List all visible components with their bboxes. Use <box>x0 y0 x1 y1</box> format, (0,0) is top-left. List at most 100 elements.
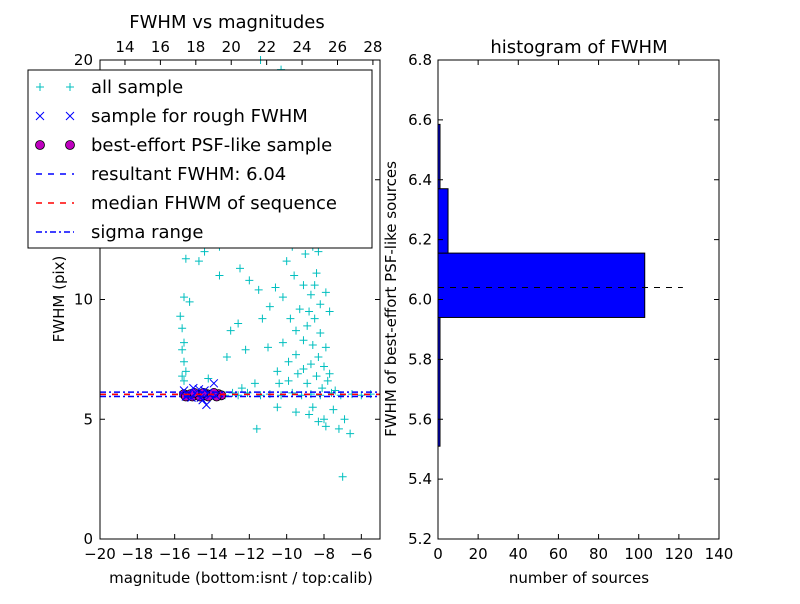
legend-label: sample for rough FWHM <box>91 106 308 127</box>
all-sample-point <box>226 326 235 335</box>
all-sample-point <box>290 271 299 280</box>
all-sample-point <box>252 424 261 433</box>
all-sample-point <box>215 271 224 280</box>
all-sample-point <box>295 305 304 314</box>
all-sample-point <box>194 257 203 266</box>
rough-sample-point <box>200 386 209 395</box>
all-sample-point <box>320 415 328 424</box>
all-sample-point <box>321 288 330 297</box>
all-sample-point <box>292 326 300 335</box>
all-sample-point <box>284 376 293 385</box>
legend-marker <box>35 111 45 121</box>
histogram-x-tick-label: 120 <box>665 545 694 563</box>
all-sample-point <box>245 276 254 285</box>
all-sample-point <box>292 350 300 359</box>
all-sample-point <box>321 343 330 352</box>
histogram-x-tick-label: 0 <box>433 545 443 563</box>
all-sample-point <box>185 297 194 306</box>
histogram-title: histogram of FWHM <box>490 37 667 58</box>
all-sample-point <box>314 247 323 256</box>
histogram-x-tick-label: 80 <box>589 545 608 563</box>
y-tick-label: 20 <box>74 51 93 69</box>
all-sample-point <box>312 372 321 381</box>
rough-sample-point <box>179 386 189 395</box>
all-sample-point <box>250 379 259 388</box>
all-sample-point <box>275 379 284 388</box>
legend-box <box>27 69 373 249</box>
all-sample-point <box>325 307 334 316</box>
all-sample-point <box>236 264 244 273</box>
legend-marker <box>35 140 45 150</box>
top-x-tick-label: 16 <box>151 38 170 56</box>
histogram-y-tick-label: 5.2 <box>408 530 432 548</box>
all-sample-point <box>271 283 280 292</box>
all-sample-point <box>293 369 302 378</box>
all-sample-point <box>180 376 188 385</box>
all-sample-point <box>299 364 308 373</box>
all-sample-point <box>308 403 317 412</box>
histogram-y-tick-label: 6.6 <box>408 111 432 129</box>
histogram-y-tick-label: 6.0 <box>408 291 432 309</box>
legend-label: sigma range <box>91 222 203 243</box>
all-sample-point <box>234 319 243 328</box>
x-tick-label: −6 <box>350 545 372 563</box>
all-sample-point <box>273 403 282 412</box>
x-tick-label: −18 <box>122 545 154 563</box>
rough-sample-point <box>198 395 208 405</box>
legend-label: resultant FWHM: 6.04 <box>91 164 286 185</box>
top-x-tick-label: 26 <box>328 38 347 56</box>
top-x-tick-label: 28 <box>363 38 382 56</box>
y-axis-label: FWHM (pix) <box>50 256 68 343</box>
legend: all sample sample for rough FWHM best-effo… <box>27 69 373 249</box>
all-sample-point <box>237 384 246 393</box>
histogram-chart: histogram of FWHM 0 20 40 60 80 100 120 140 5.2 5… <box>382 37 733 587</box>
rough-sample-point <box>209 378 219 388</box>
all-sample-point <box>334 424 343 433</box>
legend-label: best-effort PSF-like sample <box>91 135 332 156</box>
top-x-tick-label: 20 <box>222 38 241 56</box>
legend-label: all sample <box>91 77 183 98</box>
histogram-y-tick-label: 6.4 <box>408 171 432 189</box>
all-sample-point <box>323 376 332 385</box>
histogram-bars <box>437 123 683 447</box>
x-tick-label: −8 <box>313 545 335 563</box>
rough-sample-point <box>202 400 211 410</box>
all-sample-point <box>180 338 188 347</box>
all-sample-point <box>299 336 308 345</box>
histogram-x-tick-label: 60 <box>549 545 568 563</box>
all-sample-point <box>200 247 209 256</box>
all-sample-point <box>305 410 314 419</box>
rough-sample-point <box>188 383 198 393</box>
histogram-y-tick-label: 5.4 <box>408 470 432 488</box>
y-tick-label: 0 <box>83 530 93 548</box>
all-sample-point <box>284 357 293 366</box>
histogram-x-tick-label: 100 <box>624 545 653 563</box>
all-sample-point <box>178 345 187 354</box>
legend-marker <box>65 140 75 150</box>
all-sample-point <box>292 408 300 417</box>
all-sample-point <box>234 391 243 400</box>
scatter-axes: −20−18−16−14−12−10−8−6051015201416182022… <box>74 38 383 563</box>
x-axis-label: magnitude (bottom:isnt / top:calib) <box>109 569 373 587</box>
all-sample-point <box>306 290 315 299</box>
all-sample-point <box>316 300 325 309</box>
all-sample-point <box>181 367 190 376</box>
top-x-tick-label: 22 <box>257 38 276 56</box>
scatter-chart: FWHM vs magnitudes −20 −18 −16 −14 −12 −10 −8−… <box>27 12 383 587</box>
all-sample-point <box>321 422 330 431</box>
all-sample-point <box>310 281 319 290</box>
all-sample-point <box>286 314 295 323</box>
all-sample-point <box>222 352 231 361</box>
all-sample-point <box>303 321 312 330</box>
all-sample-point <box>316 329 325 338</box>
histogram-y-tick-label: 5.6 <box>408 410 432 428</box>
all-sample-point <box>314 352 323 361</box>
histogram-axes: 0 20 40 60 80 100 120 140 5.2 5.4 5.6 5.8 6.0 6.2 6.4 6… <box>408 51 733 563</box>
top-x-tick-label: 24 <box>293 38 312 56</box>
all-sample-point <box>241 345 250 354</box>
all-sample-point <box>180 357 188 366</box>
histogram-x-tick-label: 140 <box>705 545 734 563</box>
histogram-y-tick-label: 6.8 <box>408 51 432 69</box>
top-x-tick-label: 14 <box>115 38 134 56</box>
